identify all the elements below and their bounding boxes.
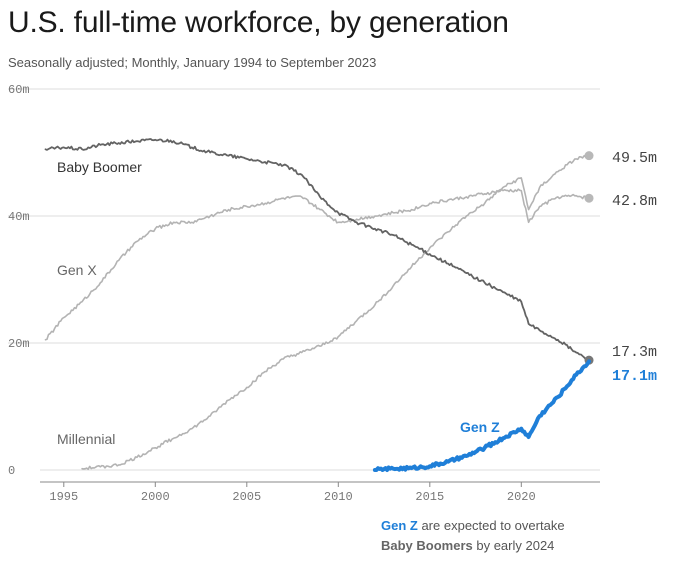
gen-x-end-label: 42.8m	[612, 193, 657, 210]
series-lines	[44, 138, 594, 472]
grid-lines	[8, 88, 600, 471]
millennial-end-dot	[584, 151, 594, 161]
annotation-gen-z: Gen Z	[381, 518, 418, 533]
baby-boomer-line	[44, 138, 590, 361]
baby-boomer-end-label: 17.3m	[612, 344, 657, 361]
gen-x-line	[44, 188, 590, 341]
x-tick-label-1995: 1995	[49, 490, 78, 504]
x-axis: 1995 2000 2005 2010 2015 2020	[40, 481, 600, 504]
millennial-end-label: 49.5m	[612, 150, 657, 167]
series-labels: Millennial 49.5m Gen X 42.8m Baby Boomer 17.3…	[57, 150, 657, 447]
millennial-label: Millennial	[57, 431, 115, 447]
annotation-baby-boomers: Baby Boomers	[381, 538, 473, 553]
gen-z-end-label: 17.1m	[612, 368, 657, 385]
gen-z-label: Gen Z	[460, 419, 500, 435]
baby-boomer-label: Baby Boomer	[57, 159, 142, 175]
annotation-text-2: by early 2024	[472, 538, 555, 553]
y-tick-label-40: 40m	[8, 210, 30, 224]
y-tick-label-0: 0	[8, 464, 15, 478]
y-tick-label-20: 20m	[8, 337, 30, 351]
gen-z-line	[372, 359, 591, 472]
x-tick-label-2010: 2010	[324, 490, 353, 504]
overtake-annotation: Gen Z are expected to overtake Baby Boom…	[381, 516, 565, 556]
x-tick-label-2000: 2000	[141, 490, 170, 504]
annotation-text-1: are expected to overtake	[417, 518, 565, 533]
chart-subtitle: Seasonally adjusted; Monthly, January 19…	[8, 55, 377, 70]
millennial-line	[81, 154, 590, 471]
y-axis-ticks: 0 20m 40m 60m	[8, 83, 30, 478]
x-tick-label-2005: 2005	[232, 490, 261, 504]
gen-x-label: Gen X	[57, 262, 97, 278]
chart-title: U.S. full-time workforce, by generation	[8, 6, 509, 39]
y-tick-label-60: 60m	[8, 83, 30, 97]
x-tick-label-2020: 2020	[507, 490, 536, 504]
x-tick-label-2015: 2015	[415, 490, 444, 504]
gen-x-end-dot	[584, 193, 594, 203]
